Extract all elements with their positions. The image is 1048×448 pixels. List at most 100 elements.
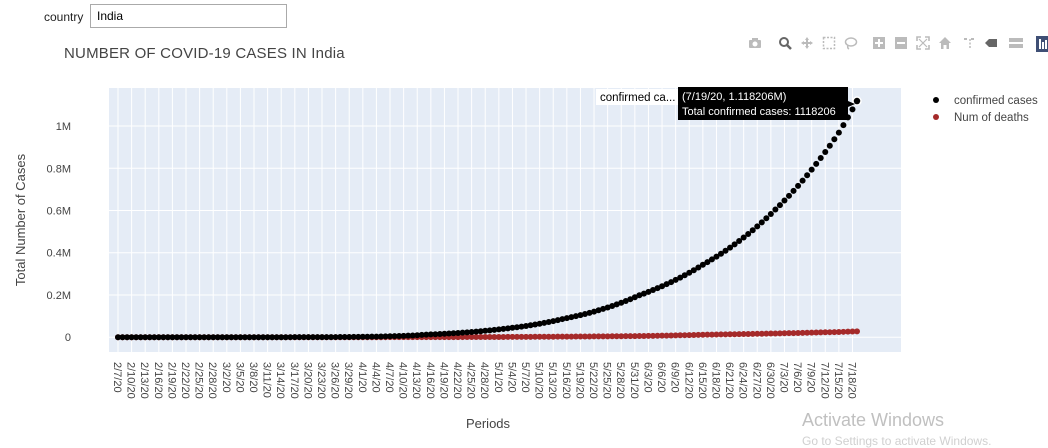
- deaths-point[interactable]: [350, 334, 357, 341]
- confirmed-point[interactable]: [595, 307, 602, 314]
- confirmed-point[interactable]: [201, 334, 208, 341]
- deaths-point[interactable]: [577, 333, 584, 340]
- deaths-point[interactable]: [237, 334, 244, 341]
- confirmed-point[interactable]: [332, 334, 339, 341]
- deaths-point[interactable]: [455, 334, 462, 341]
- deaths-point[interactable]: [686, 332, 693, 339]
- deaths-point[interactable]: [468, 334, 475, 341]
- deaths-point[interactable]: [808, 329, 815, 336]
- confirmed-point[interactable]: [649, 287, 656, 294]
- deaths-point[interactable]: [785, 330, 792, 337]
- confirmed-point[interactable]: [840, 122, 847, 129]
- confirmed-point[interactable]: [550, 318, 557, 325]
- deaths-point[interactable]: [423, 334, 430, 341]
- confirmed-point[interactable]: [781, 197, 788, 204]
- confirmed-point[interactable]: [749, 227, 756, 234]
- confirmed-point[interactable]: [613, 301, 620, 308]
- confirmed-point[interactable]: [328, 334, 335, 341]
- confirmed-point[interactable]: [164, 334, 171, 341]
- confirmed-point[interactable]: [405, 332, 412, 339]
- deaths-point[interactable]: [287, 334, 294, 341]
- confirmed-point[interactable]: [541, 319, 548, 326]
- deaths-point[interactable]: [767, 330, 774, 337]
- confirmed-point[interactable]: [754, 223, 761, 230]
- confirmed-point[interactable]: [142, 334, 149, 341]
- deaths-point[interactable]: [532, 333, 539, 340]
- deaths-point[interactable]: [332, 334, 339, 341]
- deaths-point[interactable]: [690, 331, 697, 338]
- confirmed-point[interactable]: [731, 241, 738, 248]
- deaths-point[interactable]: [160, 334, 167, 341]
- deaths-point[interactable]: [282, 334, 289, 341]
- deaths-point[interactable]: [654, 332, 661, 339]
- deaths-point[interactable]: [491, 333, 498, 340]
- deaths-point[interactable]: [373, 334, 380, 341]
- deaths-point[interactable]: [695, 331, 702, 338]
- deaths-point[interactable]: [128, 334, 135, 341]
- deaths-point[interactable]: [382, 334, 389, 341]
- deaths-point[interactable]: [572, 333, 579, 340]
- deaths-point[interactable]: [727, 331, 734, 338]
- confirmed-point[interactable]: [219, 334, 226, 341]
- confirmed-point[interactable]: [509, 324, 516, 331]
- confirmed-point[interactable]: [772, 206, 779, 213]
- deaths-point[interactable]: [482, 334, 489, 341]
- deaths-point[interactable]: [228, 334, 235, 341]
- zoom-icon[interactable]: [778, 36, 792, 50]
- deaths-point[interactable]: [849, 328, 856, 335]
- confirmed-point[interactable]: [808, 166, 815, 173]
- confirmed-point[interactable]: [477, 328, 484, 335]
- confirmed-point[interactable]: [169, 334, 176, 341]
- confirmed-point[interactable]: [414, 332, 421, 339]
- confirmed-point[interactable]: [577, 312, 584, 319]
- deaths-point[interactable]: [550, 333, 557, 340]
- deaths-point[interactable]: [776, 330, 783, 337]
- confirmed-point[interactable]: [795, 182, 802, 189]
- deaths-point[interactable]: [137, 334, 144, 341]
- deaths-point[interactable]: [323, 334, 330, 341]
- deaths-point[interactable]: [713, 331, 720, 338]
- deaths-point[interactable]: [464, 334, 471, 341]
- confirmed-point[interactable]: [359, 333, 366, 340]
- confirmed-point[interactable]: [287, 334, 294, 341]
- closest-hover-icon[interactable]: [1008, 36, 1023, 50]
- deaths-point[interactable]: [359, 334, 366, 341]
- autoscale-icon[interactable]: [916, 36, 930, 50]
- deaths-point[interactable]: [645, 332, 652, 339]
- deaths-point[interactable]: [151, 334, 158, 341]
- confirmed-point[interactable]: [464, 329, 471, 336]
- confirmed-point[interactable]: [346, 333, 353, 340]
- confirmed-point[interactable]: [518, 323, 525, 330]
- confirmed-point[interactable]: [314, 334, 321, 341]
- confirmed-point[interactable]: [269, 334, 276, 341]
- confirmed-point[interactable]: [187, 334, 194, 341]
- confirmed-point[interactable]: [844, 114, 851, 121]
- deaths-point[interactable]: [278, 334, 285, 341]
- deaths-point[interactable]: [214, 334, 221, 341]
- confirmed-point[interactable]: [151, 334, 158, 341]
- reset-axes-icon[interactable]: [938, 36, 952, 50]
- deaths-point[interactable]: [731, 331, 738, 338]
- deaths-point[interactable]: [432, 334, 439, 341]
- confirmed-point[interactable]: [640, 290, 647, 297]
- deaths-point[interactable]: [613, 333, 620, 340]
- deaths-point[interactable]: [409, 334, 416, 341]
- deaths-point[interactable]: [205, 334, 212, 341]
- confirmed-point[interactable]: [373, 333, 380, 340]
- deaths-point[interactable]: [772, 330, 779, 337]
- confirmed-point[interactable]: [681, 272, 688, 279]
- confirmed-point[interactable]: [427, 331, 434, 338]
- deaths-point[interactable]: [296, 334, 303, 341]
- confirmed-point[interactable]: [482, 327, 489, 334]
- confirmed-point[interactable]: [178, 334, 185, 341]
- deaths-point[interactable]: [124, 334, 131, 341]
- confirmed-point[interactable]: [663, 281, 670, 288]
- confirmed-point[interactable]: [581, 310, 588, 317]
- confirmed-point[interactable]: [708, 256, 715, 263]
- confirmed-point[interactable]: [532, 321, 539, 328]
- deaths-point[interactable]: [640, 332, 647, 339]
- confirmed-point[interactable]: [459, 329, 466, 336]
- camera-icon[interactable]: [748, 36, 762, 50]
- deaths-point[interactable]: [155, 334, 162, 341]
- deaths-point[interactable]: [305, 334, 312, 341]
